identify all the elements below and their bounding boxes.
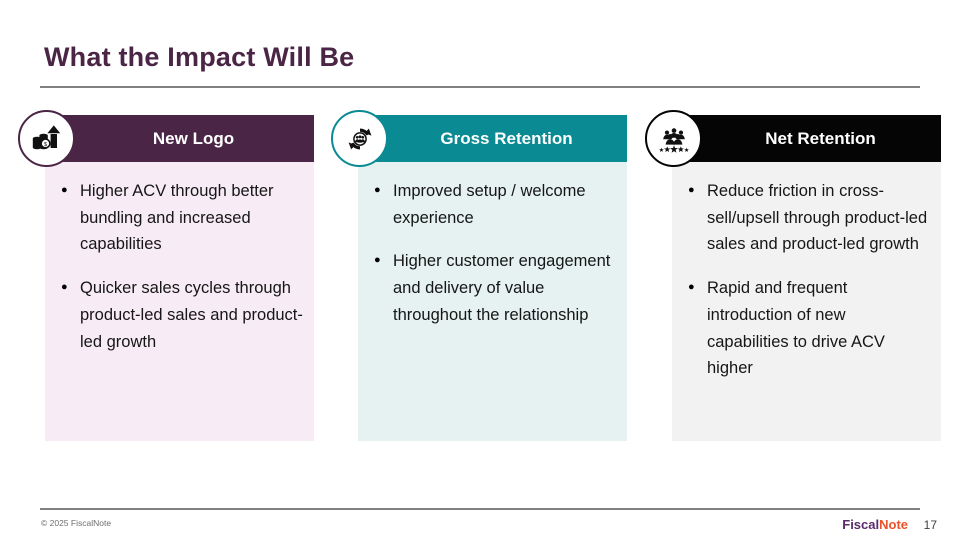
list-item: Higher ACV through better bundling and i… — [59, 177, 304, 258]
column-body-gross-retention: Improved setup / welcome experience High… — [358, 162, 627, 441]
svg-text:$: $ — [43, 142, 47, 148]
fiscalnote-logo: FiscalNote — [842, 517, 908, 532]
page-title: What the Impact Will Be — [44, 42, 355, 72]
column-title-gross-retention: Gross Retention — [440, 128, 573, 148]
coins-growth-icon: $ — [18, 110, 75, 167]
column-gross-retention: Gross Retention — [331, 110, 627, 445]
retention-cycle-people-icon — [331, 110, 388, 167]
list-item: Quicker sales cycles through product-led… — [59, 274, 304, 355]
footer-divider — [40, 508, 920, 510]
column-header-net-retention: Net Retention — [672, 115, 941, 162]
page-number: 17 — [923, 518, 937, 532]
title-divider — [40, 86, 920, 88]
column-body-new-logo: Higher ACV through better bundling and i… — [45, 162, 314, 441]
column-body-net-retention: Reduce friction in cross-sell/upsell thr… — [672, 162, 941, 441]
bullet-list-gross-retention: Improved setup / welcome experience High… — [372, 177, 617, 329]
impact-columns: New Logo $ Hi — [0, 110, 960, 445]
column-title-net-retention: Net Retention — [765, 128, 876, 148]
column-title-new-logo: New Logo — [152, 128, 235, 148]
list-item: Rapid and frequent introduction of new c… — [686, 274, 931, 382]
brand-name-second: Note — [879, 517, 908, 532]
brand-name-first: Fiscal — [842, 517, 880, 532]
people-stars-icon — [645, 110, 702, 167]
column-header-gross-retention: Gross Retention — [358, 115, 627, 162]
list-item: Reduce friction in cross-sell/upsell thr… — [686, 177, 931, 258]
bullet-list-net-retention: Reduce friction in cross-sell/upsell thr… — [686, 177, 931, 382]
bullet-list-new-logo: Higher ACV through better bundling and i… — [59, 177, 304, 355]
column-new-logo: New Logo $ Hi — [18, 110, 314, 445]
copyright-text: © 2025 FiscalNote — [41, 518, 112, 528]
list-item: Improved setup / welcome experience — [372, 177, 617, 231]
column-net-retention: Net Retention — [645, 110, 941, 445]
list-item: Higher customer engagement and delivery … — [372, 247, 617, 328]
column-header-new-logo: New Logo — [45, 115, 314, 162]
